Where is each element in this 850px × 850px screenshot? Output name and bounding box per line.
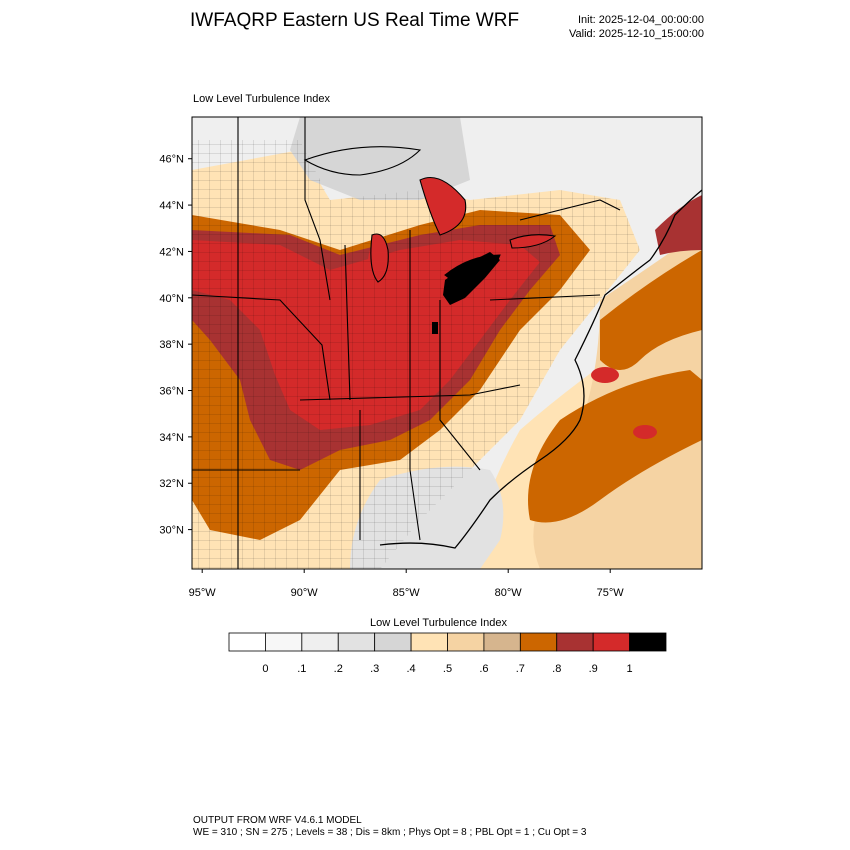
colorbar-tick-label: 1 [626, 663, 633, 675]
colorbar-tick-label: .7 [515, 663, 525, 675]
field-ocean-orange-2 [528, 370, 702, 523]
colorbar-swatch [629, 632, 667, 652]
footer-config: WE = 310 ; SN = 275 ; Levels = 38 ; Dis … [193, 827, 587, 838]
map-frame [191, 116, 703, 570]
colorbar-tick-label: .4 [406, 663, 416, 675]
lat-label: 34°N [159, 432, 184, 444]
lon-axis: 95°W 90°W 85°W 80°W 75°W [189, 569, 625, 599]
colorbar-swatch [519, 632, 558, 652]
colorbar-swatch [265, 632, 303, 652]
lon-label: 95°W [189, 587, 217, 599]
lat-label: 44°N [159, 200, 184, 212]
field-ocean-spot-1 [591, 367, 619, 383]
colorbar-tick-label: .5 [442, 663, 453, 675]
valid-time: Valid: 2025-12-10_15:00:00 [569, 28, 704, 40]
coastline [379, 189, 702, 549]
lake-michigan [370, 233, 389, 283]
colorbar-tick-label: .9 [588, 663, 598, 675]
colorbar-swatch [483, 632, 521, 652]
lake-huron [419, 176, 467, 236]
colorbar-title: Low Level Turbulence Index [370, 617, 507, 629]
colorbar-swatch [556, 632, 594, 652]
colorbar-swatch [592, 632, 630, 652]
colorbar-swatch [228, 632, 266, 652]
colorbar-tick-label: .1 [297, 663, 307, 675]
lake-superior [303, 146, 422, 176]
lon-label: 75°W [597, 587, 625, 599]
map-subtitle: Low Level Turbulence Index [193, 93, 330, 105]
state-borders [192, 117, 621, 569]
lake-erie [444, 254, 501, 291]
lon-label: 80°W [495, 587, 523, 599]
colorbar [228, 632, 667, 652]
field-ocean-red [655, 195, 702, 255]
lake-ontario [509, 234, 557, 249]
page-title: IWFAQRP Eastern US Real Time WRF [190, 10, 520, 31]
lat-label: 30°N [159, 525, 184, 537]
colorbar-tick-label: 0 [262, 663, 269, 675]
colorbar-tick-label: .2 [333, 663, 343, 675]
colorbar-swatch [374, 632, 412, 652]
colorbar-swatch [447, 632, 485, 652]
init-time: Init: 2025-12-04_00:00:00 [578, 14, 704, 26]
lat-label: 32°N [159, 478, 184, 490]
field-ocean-spot-2 [633, 425, 657, 439]
lat-label: 46°N [159, 154, 184, 166]
colorbar-tick-label: .6 [479, 663, 489, 675]
colorbar-tick-label: .3 [370, 663, 380, 675]
lon-label: 90°W [291, 587, 319, 599]
lat-label: 40°N [159, 293, 184, 305]
lat-axis: 46°N 44°N 42°N 40°N 38°N 36°N 34°N 32°N 30°N [159, 154, 192, 537]
lat-label: 36°N [159, 386, 184, 398]
colorbar-swatch [410, 632, 448, 652]
colorbar-tick-label: .8 [552, 663, 562, 675]
lon-label: 85°W [393, 587, 421, 599]
map-field [192, 117, 702, 569]
lat-label: 42°N [159, 246, 184, 258]
footer-model: OUTPUT FROM WRF V4.6.1 MODEL [193, 815, 362, 826]
field-ocean-orange-1 [600, 250, 702, 370]
colorbar-swatch [337, 632, 376, 652]
colorbar-swatch [301, 632, 339, 652]
lat-label: 38°N [159, 339, 184, 351]
